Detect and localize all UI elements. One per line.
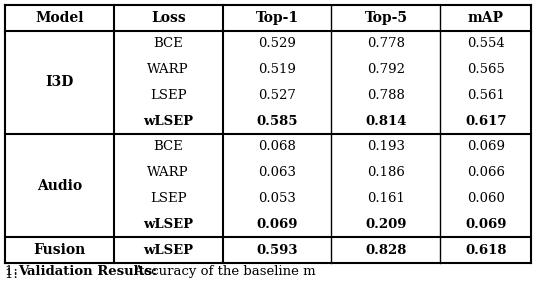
Text: mAP: mAP (467, 11, 504, 25)
Text: 0.561: 0.561 (467, 89, 504, 102)
Text: 0.069: 0.069 (465, 218, 507, 231)
Text: Loss: Loss (151, 11, 185, 25)
Text: 0.209: 0.209 (365, 218, 407, 231)
Text: Validation Results:: Validation Results: (18, 265, 157, 278)
Text: 0.593: 0.593 (256, 244, 298, 257)
Text: wLSEP: wLSEP (143, 115, 193, 128)
Text: Audio: Audio (37, 178, 82, 193)
Text: 0.068: 0.068 (258, 140, 296, 153)
Text: 0.585: 0.585 (256, 115, 298, 128)
Text: 0.193: 0.193 (367, 140, 405, 153)
Text: 0.069: 0.069 (467, 140, 505, 153)
Text: Accuracy of the baseline m: Accuracy of the baseline m (130, 265, 316, 278)
Text: 0.060: 0.060 (467, 192, 504, 205)
Text: wLSEP: wLSEP (143, 218, 193, 231)
Text: Top-5: Top-5 (364, 11, 407, 25)
Text: WARP: WARP (147, 63, 189, 76)
Text: 0.554: 0.554 (467, 37, 504, 50)
Text: 1:: 1: (5, 265, 22, 278)
Text: 0.069: 0.069 (256, 218, 298, 231)
Text: Top-1: Top-1 (256, 11, 299, 25)
Text: wLSEP: wLSEP (143, 244, 193, 257)
Text: 0.828: 0.828 (365, 244, 407, 257)
Text: 1:: 1: (5, 268, 22, 281)
Text: 0.788: 0.788 (367, 89, 405, 102)
Text: 0.527: 0.527 (258, 89, 296, 102)
Text: 0.792: 0.792 (367, 63, 405, 76)
Text: 0.063: 0.063 (258, 166, 296, 179)
Text: 0.529: 0.529 (258, 37, 296, 50)
Text: 0.519: 0.519 (258, 63, 296, 76)
Text: 0.618: 0.618 (465, 244, 507, 257)
Text: 0.186: 0.186 (367, 166, 405, 179)
Text: Fusion: Fusion (33, 243, 86, 257)
Text: BCE: BCE (153, 37, 183, 50)
Text: LSEP: LSEP (150, 89, 187, 102)
Text: Model: Model (35, 11, 84, 25)
Text: 0.778: 0.778 (367, 37, 405, 50)
Text: 0.814: 0.814 (365, 115, 407, 128)
Text: 0.053: 0.053 (258, 192, 296, 205)
Text: 0.565: 0.565 (467, 63, 504, 76)
Text: LSEP: LSEP (150, 192, 187, 205)
Text: 0.066: 0.066 (467, 166, 505, 179)
Text: I3D: I3D (45, 75, 73, 89)
Text: BCE: BCE (153, 140, 183, 153)
Text: WARP: WARP (147, 166, 189, 179)
Text: 0.161: 0.161 (367, 192, 405, 205)
Text: 0.617: 0.617 (465, 115, 507, 128)
